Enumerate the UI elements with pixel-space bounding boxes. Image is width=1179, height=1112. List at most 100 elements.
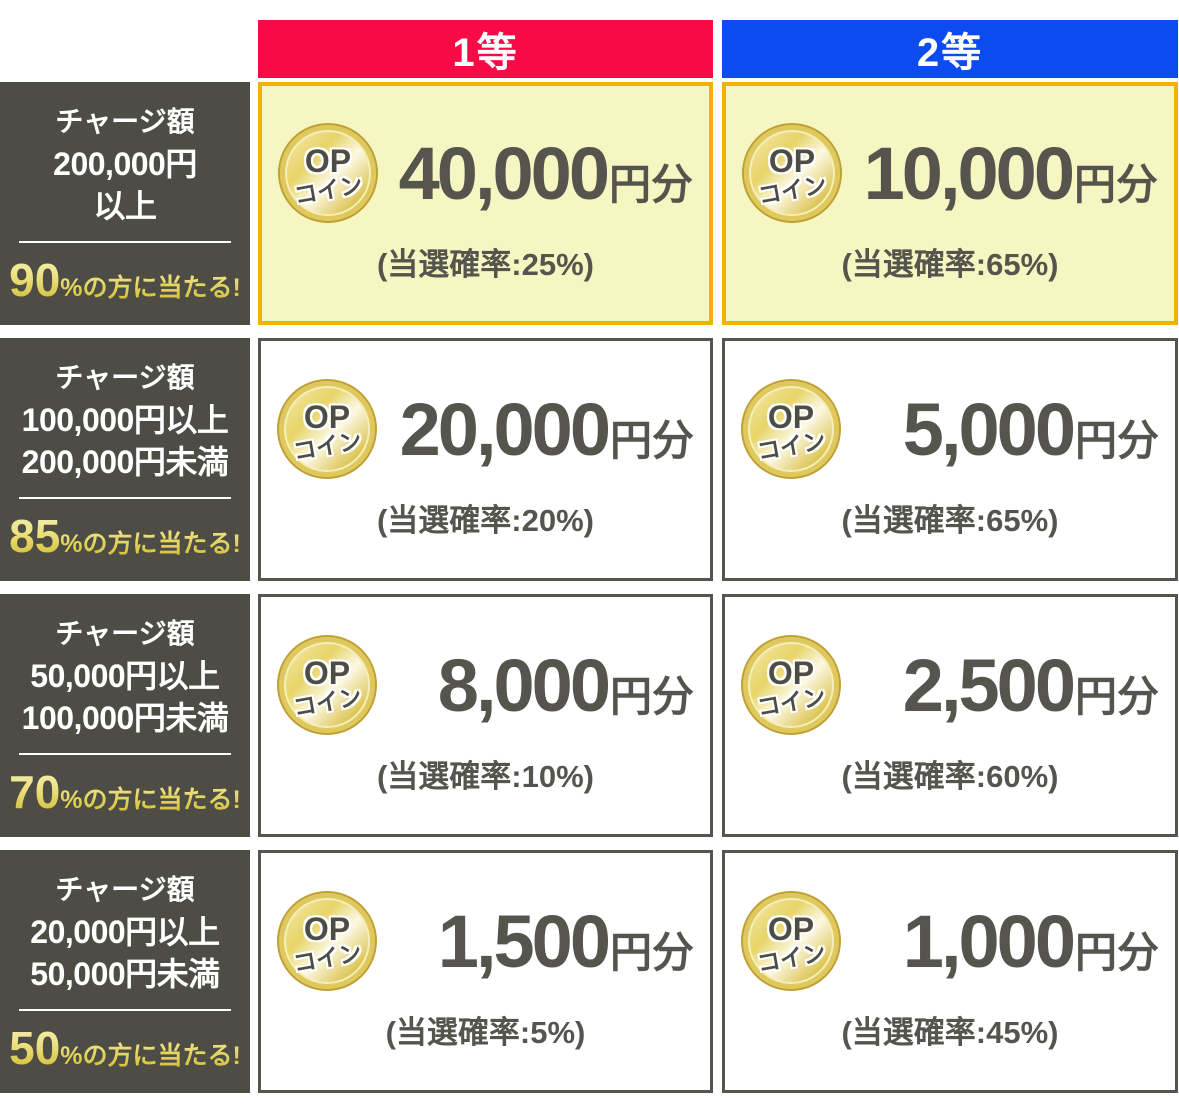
amount-unit: 円分 <box>1074 416 1159 464</box>
prize-main: OP コイン 1,500円分 <box>261 891 710 991</box>
second-prize-header: 2等 <box>722 20 1178 78</box>
coin-op-label: OP <box>768 142 816 179</box>
prize-main: OP コイン 2,500円分 <box>725 635 1175 735</box>
charge-title: チャージ額 <box>55 362 195 394</box>
coin-op-label: OP <box>767 654 815 691</box>
divider <box>19 752 231 755</box>
first-prize-cell: OP コイン 1,500円分 (当選確率:5%) <box>258 850 713 1093</box>
tier-row-50000: チャージ額 50,000円以上 100,000円未満 70%の方に当たる! OP… <box>0 594 1179 837</box>
first-prize-cell: OP コイン 40,000円分 (当選確率:25%) <box>258 82 713 325</box>
amount-unit: 円分 <box>609 928 694 976</box>
win-rate-text: 50%の方に当たる! <box>9 1021 241 1075</box>
prize-main: OP コイン 8,000円分 <box>261 635 710 735</box>
amount-value: 20,000 <box>399 387 611 471</box>
prize-amount: 8,000円分 <box>377 643 694 728</box>
win-rate-text: 90%の方に当たる! <box>9 253 241 307</box>
divider <box>19 1008 231 1011</box>
tier-row-20000: チャージ額 20,000円以上 50,000円未満 50%の方に当たる! OP コ… <box>0 850 1179 1093</box>
op-coin-icon: OP コイン <box>277 891 377 991</box>
amount-value: 2,500 <box>902 643 1076 727</box>
prize-amount: 5,000円分 <box>841 387 1159 472</box>
charge-tier-label: チャージ額 50,000円以上 100,000円未満 70%の方に当たる! <box>0 594 250 837</box>
second-prize-cell: OP コイン 10,000円分 (当選確率:65%) <box>722 82 1178 325</box>
op-coin-icon: OP コイン <box>741 379 841 479</box>
win-rate-text: 70%の方に当たる! <box>9 765 241 819</box>
tier-row-200000: チャージ額 200,000円 以上 90%の方に当たる! OP コイン 40,00… <box>0 82 1179 325</box>
prize-amount: 40,000円分 <box>378 131 693 216</box>
coin-op-label: OP <box>767 910 815 947</box>
coin-kana-label: コイン <box>290 938 364 977</box>
charge-range: 50,000円以上 100,000円未満 <box>21 658 229 736</box>
win-probability: (当選確率:65%) <box>841 247 1059 282</box>
second-prize-cell: OP コイン 1,000円分 (当選確率:45%) <box>722 850 1178 1093</box>
prize-main: OP コイン 40,000円分 <box>262 123 709 223</box>
win-probability: (当選確率:10%) <box>376 759 594 794</box>
prize-main: OP コイン 20,000円分 <box>261 379 710 479</box>
coin-op-label: OP <box>304 142 352 179</box>
charge-tier-label: チャージ額 20,000円以上 50,000円未満 50%の方に当たる! <box>0 850 250 1093</box>
charge-title: チャージ額 <box>55 106 195 138</box>
divider <box>19 240 231 243</box>
amount-unit: 円分 <box>1074 928 1159 976</box>
win-probability: (当選確率:60%) <box>841 759 1059 794</box>
second-prize-cell: OP コイン 5,000円分 (当選確率:65%) <box>722 338 1178 581</box>
prize-amount: 2,500円分 <box>841 643 1159 728</box>
first-prize-cell: OP コイン 8,000円分 (当選確率:10%) <box>258 594 713 837</box>
amount-unit: 円分 <box>1073 160 1158 208</box>
prize-amount: 1,500円分 <box>377 899 694 984</box>
coin-op-label: OP <box>303 910 351 947</box>
win-probability: (当選確率:25%) <box>376 247 594 282</box>
prize-main: OP コイン 1,000円分 <box>725 891 1175 991</box>
op-coin-icon: OP コイン <box>741 891 841 991</box>
win-rate-suffix: %の方に当たる! <box>60 529 241 558</box>
divider <box>19 496 231 499</box>
column-headers: 1等 2等 <box>0 20 1179 78</box>
win-probability: (当選確率:45%) <box>841 1015 1059 1050</box>
prize-main: OP コイン 5,000円分 <box>725 379 1175 479</box>
win-probability: (当選確率:5%) <box>385 1015 586 1050</box>
first-prize-header: 1等 <box>258 20 713 78</box>
prize-amount: 10,000円分 <box>842 131 1158 216</box>
coin-kana-label: コイン <box>290 682 364 721</box>
win-probability: (当選確率:20%) <box>376 503 594 538</box>
win-rate-suffix: %の方に当たる! <box>60 273 241 302</box>
amount-unit: 円分 <box>1074 672 1159 720</box>
charge-title: チャージ額 <box>55 874 195 906</box>
coin-kana-label: コイン <box>755 170 829 209</box>
win-rate-suffix: %の方に当たる! <box>60 785 241 814</box>
amount-value: 1,000 <box>902 899 1076 983</box>
win-rate-number: 50 <box>9 1021 61 1074</box>
coin-op-label: OP <box>767 398 815 435</box>
op-coin-icon: OP コイン <box>741 635 841 735</box>
first-prize-cell: OP コイン 20,000円分 (当選確率:20%) <box>258 338 713 581</box>
coin-op-label: OP <box>303 398 351 435</box>
charge-range: 20,000円以上 50,000円未満 <box>30 914 220 992</box>
corner-spacer <box>0 20 250 78</box>
coin-kana-label: コイン <box>291 170 365 209</box>
prize-amount: 20,000円分 <box>377 387 694 472</box>
charge-tier-label: チャージ額 100,000円以上 200,000円未満 85%の方に当たる! <box>0 338 250 581</box>
coin-kana-label: コイン <box>754 938 828 977</box>
amount-value: 10,000 <box>863 131 1075 215</box>
win-rate-number: 70 <box>9 765 61 818</box>
tier-row-100000: チャージ額 100,000円以上 200,000円未満 85%の方に当たる! O… <box>0 338 1179 581</box>
amount-unit: 円分 <box>609 416 694 464</box>
coin-kana-label: コイン <box>754 682 828 721</box>
second-prize-cell: OP コイン 2,500円分 (当選確率:60%) <box>722 594 1178 837</box>
win-rate-number: 85 <box>9 509 61 562</box>
op-coin-icon: OP コイン <box>277 379 377 479</box>
op-coin-icon: OP コイン <box>742 123 842 223</box>
charge-title: チャージ額 <box>55 618 195 650</box>
win-probability: (当選確率:65%) <box>841 503 1059 538</box>
coin-op-label: OP <box>303 654 351 691</box>
win-rate-suffix: %の方に当たる! <box>60 1041 241 1070</box>
coin-kana-label: コイン <box>754 426 828 465</box>
amount-unit: 円分 <box>608 160 693 208</box>
charge-tier-label: チャージ額 200,000円 以上 90%の方に当たる! <box>0 82 250 325</box>
amount-value: 5,000 <box>902 387 1076 471</box>
amount-value: 8,000 <box>437 643 611 727</box>
win-rate-text: 85%の方に当たる! <box>9 509 241 563</box>
coin-kana-label: コイン <box>290 426 364 465</box>
op-coin-icon: OP コイン <box>278 123 378 223</box>
